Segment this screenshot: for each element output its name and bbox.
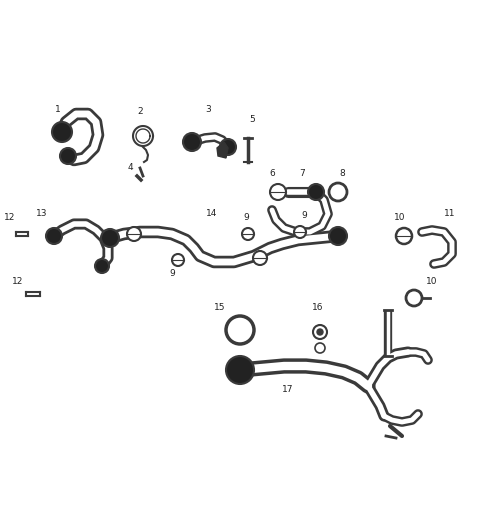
Circle shape <box>396 228 412 244</box>
Circle shape <box>329 183 347 201</box>
Text: 10: 10 <box>394 214 406 223</box>
Text: 13: 13 <box>36 209 48 219</box>
Circle shape <box>406 290 422 306</box>
Circle shape <box>127 227 141 241</box>
Circle shape <box>101 229 119 247</box>
Circle shape <box>294 226 306 238</box>
Circle shape <box>95 259 109 273</box>
Circle shape <box>242 228 254 240</box>
Text: 4: 4 <box>127 163 133 173</box>
Text: 12: 12 <box>12 278 24 287</box>
Circle shape <box>270 184 286 200</box>
Text: 11: 11 <box>444 209 456 219</box>
Text: 14: 14 <box>206 209 218 219</box>
Circle shape <box>329 227 347 245</box>
Text: 8: 8 <box>339 169 345 179</box>
Text: 15: 15 <box>214 304 226 312</box>
Circle shape <box>226 316 254 344</box>
Circle shape <box>315 343 325 353</box>
Circle shape <box>253 251 267 265</box>
Circle shape <box>60 148 76 164</box>
Text: 7: 7 <box>299 169 305 179</box>
Polygon shape <box>217 142 228 158</box>
Text: 1: 1 <box>55 105 61 115</box>
Text: 9: 9 <box>243 214 249 223</box>
Circle shape <box>317 329 323 335</box>
Circle shape <box>52 122 72 142</box>
Text: 17: 17 <box>282 386 294 395</box>
Text: 9: 9 <box>169 269 175 279</box>
Text: 2: 2 <box>137 108 143 117</box>
Text: 12: 12 <box>4 214 16 223</box>
Text: 3: 3 <box>205 105 211 115</box>
Text: 6: 6 <box>269 169 275 179</box>
Circle shape <box>183 133 201 151</box>
Circle shape <box>226 356 254 384</box>
Text: 10: 10 <box>426 278 438 287</box>
Circle shape <box>313 325 327 339</box>
Text: 16: 16 <box>312 304 324 312</box>
Circle shape <box>220 139 236 155</box>
Text: 5: 5 <box>249 116 255 124</box>
Circle shape <box>308 184 324 200</box>
Circle shape <box>172 254 184 266</box>
Circle shape <box>46 228 62 244</box>
Text: 9: 9 <box>301 211 307 221</box>
